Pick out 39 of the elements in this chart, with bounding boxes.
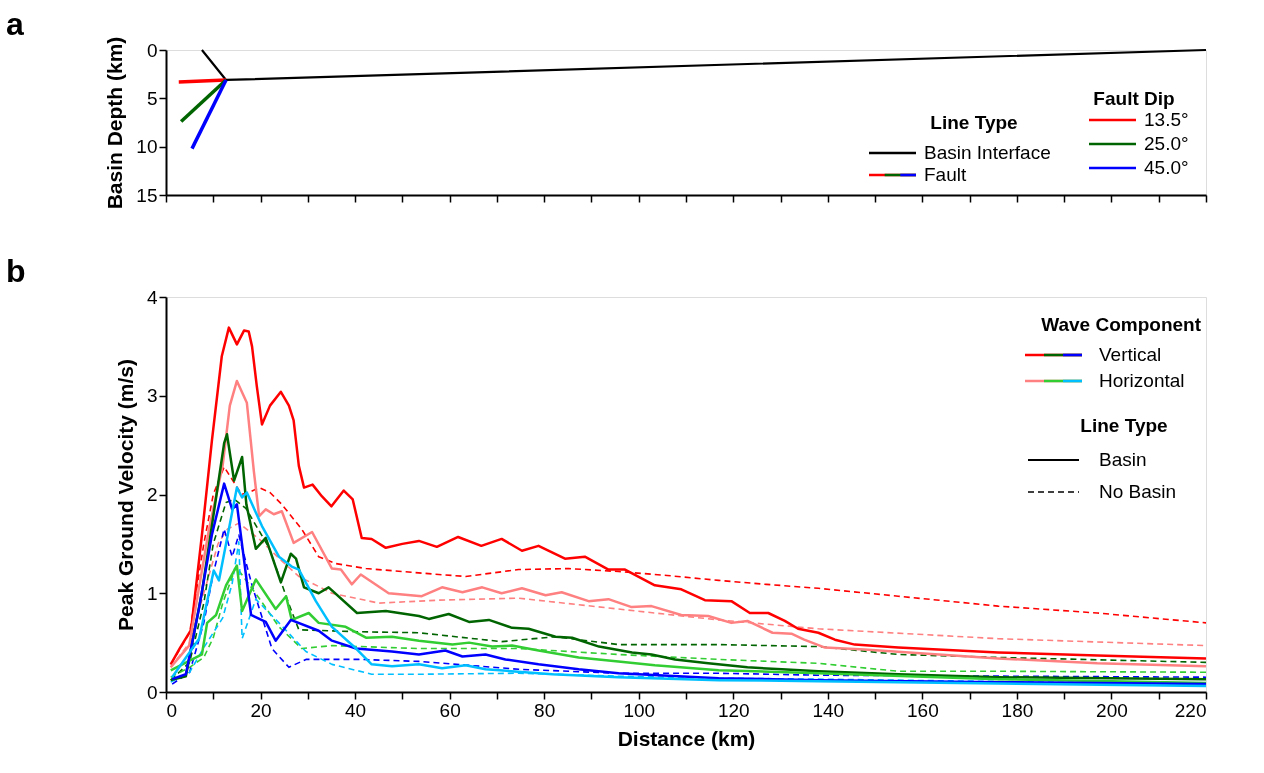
text: b xyxy=(6,253,26,289)
x-tick-label: 100 xyxy=(623,699,656,721)
legend-title: Fault Dip xyxy=(1093,88,1175,109)
legend-label: 25.0° xyxy=(1144,133,1189,154)
y-tick-label: 15 xyxy=(136,184,158,206)
x-tick-label: 140 xyxy=(812,699,845,721)
legend-label: 45.0° xyxy=(1144,157,1189,178)
x-tick-label: 120 xyxy=(717,699,750,721)
x-tick-label: 160 xyxy=(907,699,939,721)
legend-label: Basin Interface xyxy=(924,142,1051,163)
annotation: Line Type xyxy=(1080,415,1168,436)
y-tick-label: 2 xyxy=(146,484,158,505)
y-tick-label: 0 xyxy=(146,681,158,703)
annotation: Vertical xyxy=(1099,344,1162,365)
annotation: Line Type xyxy=(930,112,1018,133)
x-tick-label: 60 xyxy=(439,699,461,721)
x-tick-label: 80 xyxy=(534,699,556,721)
text: a xyxy=(6,6,24,42)
annotation: Basin xyxy=(1099,449,1147,470)
x-tick-label: 20 xyxy=(250,699,272,721)
x-tick-label: 200 xyxy=(1096,699,1128,721)
y-tick-label: 4 xyxy=(146,286,158,308)
x-tick-label: 0 xyxy=(166,699,178,721)
x-tick-label: 40 xyxy=(345,699,367,721)
y-tick-label: 10 xyxy=(136,136,158,158)
x-tick-label: 220 xyxy=(1174,699,1207,721)
annotation: Fault xyxy=(924,164,967,185)
annotation: Horizontal xyxy=(1099,370,1185,391)
x-tick-label: 180 xyxy=(1001,699,1034,721)
legend-label: 13.5° xyxy=(1144,109,1189,130)
y-tick-label: 5 xyxy=(146,87,158,109)
annotation: No Basin xyxy=(1099,481,1177,502)
y-tick-label: 0 xyxy=(146,39,158,61)
x-axis-title: Distance (km) xyxy=(617,726,756,750)
y-axis-title: Peak Ground Velocity (m/s) xyxy=(113,359,137,631)
y-tick-label: 3 xyxy=(146,385,158,407)
legend-title: Wave Component xyxy=(1041,314,1202,335)
y-tick-label: 1 xyxy=(146,582,158,604)
y-axis-title: Basin Depth (km) xyxy=(103,36,127,210)
